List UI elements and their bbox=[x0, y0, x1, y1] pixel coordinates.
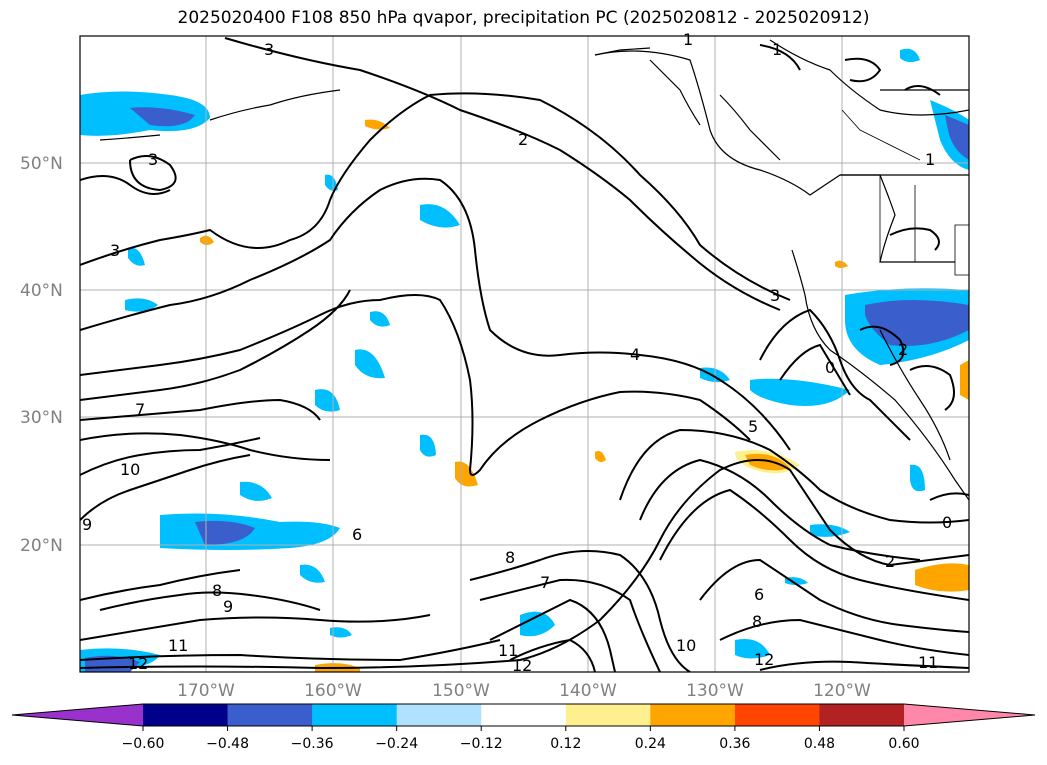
lon-label: 150°W bbox=[432, 681, 490, 701]
colorbar-tick-label: −0.60 bbox=[122, 736, 165, 752]
colorbar-segment bbox=[481, 704, 567, 726]
contour-label: 3 bbox=[770, 286, 780, 305]
colorbar-tick-label: 0.36 bbox=[719, 736, 750, 752]
colorbar-segment bbox=[565, 704, 651, 726]
contour-label: 11 bbox=[498, 641, 518, 660]
contour-label: 12 bbox=[128, 654, 148, 673]
lon-label: 140°W bbox=[559, 681, 617, 701]
lat-label: 20°N bbox=[20, 536, 63, 556]
contour-label: 10 bbox=[676, 636, 696, 655]
colorbar-extend-max bbox=[904, 704, 1035, 726]
contour-label: 5 bbox=[748, 417, 758, 436]
colorbar-segment bbox=[227, 704, 313, 726]
colorbar-segment bbox=[312, 704, 398, 726]
colorbar-segment bbox=[819, 704, 905, 726]
contour-label: 3 bbox=[110, 241, 120, 260]
lat-label: 50°N bbox=[20, 154, 63, 174]
contour-label: 3 bbox=[148, 150, 158, 169]
colorbar-extend-min bbox=[12, 704, 143, 726]
precip-negative-shading bbox=[80, 48, 969, 672]
map-frame bbox=[79, 35, 970, 673]
contour-label: 11 bbox=[918, 653, 938, 672]
contour-label: 6 bbox=[754, 585, 764, 604]
lon-label: 120°W bbox=[813, 681, 871, 701]
colorbar-tick-label: 0.24 bbox=[635, 736, 666, 752]
longitude-labels: 170°W 160°W 150°W 140°W 130°W 120°W bbox=[177, 681, 871, 701]
contour-label: 4 bbox=[630, 345, 640, 364]
colorbar-tick-label: 0.48 bbox=[804, 736, 835, 752]
contour-label: 8 bbox=[212, 581, 222, 600]
contour-label: 9 bbox=[82, 515, 92, 534]
contour-label: 7 bbox=[135, 400, 145, 419]
lat-label: 40°N bbox=[20, 281, 63, 301]
contour-label: 9 bbox=[223, 597, 233, 616]
lon-label: 130°W bbox=[686, 681, 744, 701]
contour-label: 1 bbox=[925, 150, 935, 169]
colorbar-segment bbox=[143, 704, 229, 726]
colorbar-tick-label: −0.48 bbox=[206, 736, 249, 752]
contour-label: 1 bbox=[772, 40, 782, 59]
coastlines bbox=[99, 39, 969, 501]
contour-label: 0 bbox=[942, 513, 952, 532]
colorbar-segment bbox=[650, 704, 736, 726]
lon-label: 160°W bbox=[304, 681, 362, 701]
lon-label: 170°W bbox=[177, 681, 235, 701]
contour-label: 11 bbox=[168, 636, 188, 655]
contour-label: 3 bbox=[264, 40, 274, 59]
colorbar-tick-label: −0.36 bbox=[291, 736, 334, 752]
contour-label: 7 bbox=[540, 573, 550, 592]
colorbar-tick-label: −0.24 bbox=[375, 736, 418, 752]
latitude-labels: 50°N 40°N 30°N 20°N bbox=[20, 154, 63, 556]
contour-label: 6 bbox=[352, 525, 362, 544]
colorbar: −0.60 −0.48 −0.36 −0.24 −0.12 0.12 0.24 0.36 0.4… bbox=[11, 703, 1036, 752]
colorbar-tick-label: 0.60 bbox=[888, 736, 919, 752]
contour-label: 2 bbox=[885, 552, 895, 571]
contour-label: 8 bbox=[505, 548, 515, 567]
colorbar-tick-label: 0.12 bbox=[550, 736, 581, 752]
map-title: 2025020400 F108 850 hPa qvapor, precipit… bbox=[177, 8, 870, 28]
contour-label: 1 bbox=[683, 30, 693, 49]
contour-label: 10 bbox=[120, 460, 140, 479]
contour-label: 12 bbox=[754, 650, 774, 669]
lat-label: 30°N bbox=[20, 408, 63, 428]
contour-label: 12 bbox=[512, 656, 532, 675]
contour-label: 8 bbox=[752, 612, 762, 631]
colorbar-segment bbox=[734, 704, 820, 726]
colorbar-segment bbox=[396, 704, 482, 726]
contour-label: 0 bbox=[825, 358, 835, 377]
contour-labels: 3 1 1 3 3 2 4 7 5 10 9 8 9 8 7 6 8 10 11… bbox=[82, 30, 952, 675]
colorbar-tick-label: −0.12 bbox=[460, 736, 503, 752]
qvapor-contours bbox=[80, 37, 969, 672]
contour-label: 2 bbox=[518, 130, 528, 149]
contour-label: 2 bbox=[898, 340, 908, 359]
